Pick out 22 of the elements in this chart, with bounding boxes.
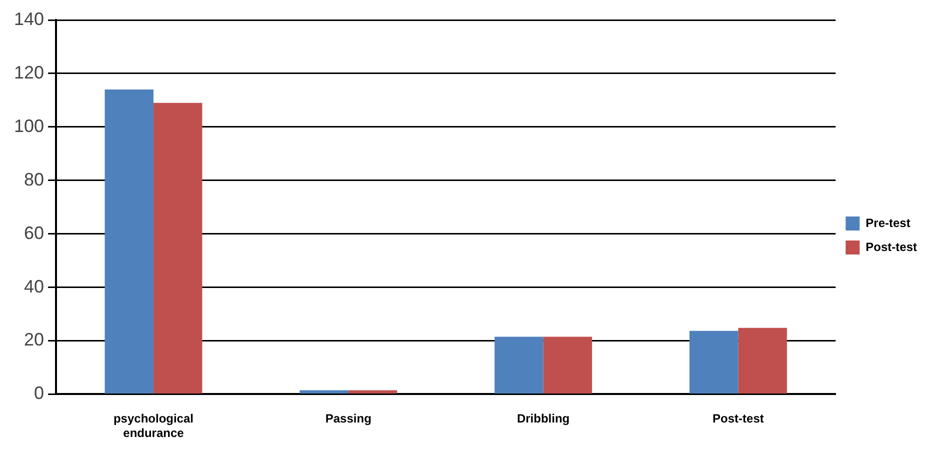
y-tick-label: 120 (14, 62, 44, 82)
bar (300, 390, 348, 394)
bar (348, 390, 398, 394)
x-tick-label: Dribbling (516, 412, 570, 426)
bar (153, 102, 202, 394)
y-tick-label: 40 (24, 276, 44, 296)
bar (104, 89, 154, 394)
y-tick-label: 100 (14, 116, 44, 136)
bar (738, 328, 787, 394)
legend-label: Post-test (866, 240, 918, 254)
legend-label: Pre-test (866, 216, 910, 230)
y-tick-label: 80 (24, 169, 44, 190)
bar (689, 330, 738, 394)
y-tick-label: 0 (34, 383, 44, 404)
bar (494, 336, 544, 394)
bar (543, 336, 592, 394)
y-tick-label: 140 (14, 8, 44, 29)
x-tick-label: Post-test (712, 412, 764, 426)
y-tick-label: 60 (24, 222, 44, 243)
x-tick-label: psychological endurance (113, 412, 194, 440)
x-tick-label: Passing (325, 412, 372, 426)
y-tick-label: 20 (24, 330, 44, 350)
